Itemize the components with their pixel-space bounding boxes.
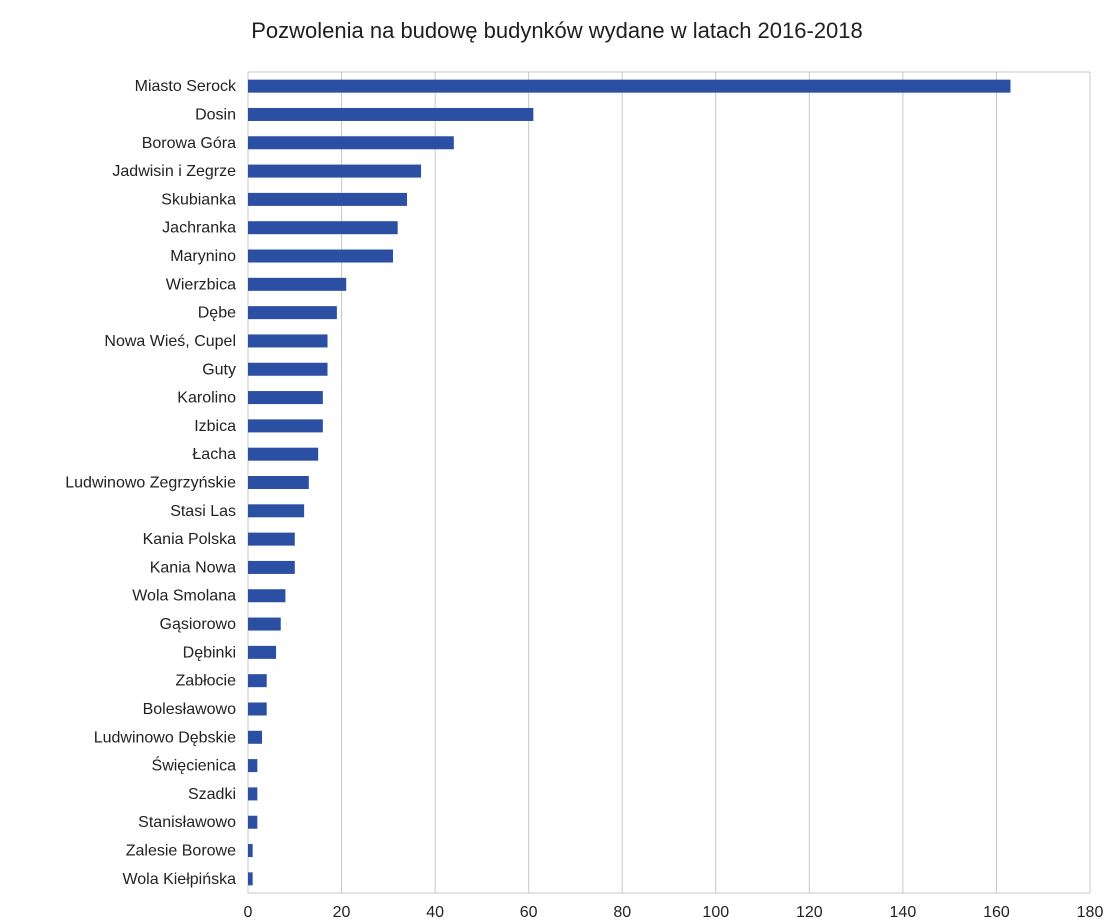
category-label: Karolino bbox=[177, 390, 236, 407]
bar bbox=[248, 759, 258, 773]
category-label: Ludwinowo Dębskie bbox=[94, 729, 236, 746]
bar bbox=[248, 844, 253, 858]
category-labels: Miasto Serock Dosin Borowa Góra Jadwisin i … bbox=[65, 78, 237, 888]
category-label: Stasi Las bbox=[170, 503, 236, 520]
bar bbox=[248, 164, 422, 178]
category-label: Ludwinowo Zegrzyńskie bbox=[65, 475, 236, 492]
bar bbox=[248, 447, 319, 461]
category-label: Izbica bbox=[194, 418, 236, 435]
x-tick-label: 160 bbox=[983, 904, 1010, 921]
category-label: Gąsiorowo bbox=[160, 616, 237, 633]
bar bbox=[248, 872, 253, 886]
bar bbox=[248, 79, 1011, 93]
bar bbox=[248, 362, 328, 376]
bar bbox=[248, 277, 347, 291]
category-label: Kania Nowa bbox=[150, 559, 236, 576]
x-tick-label: 80 bbox=[613, 904, 631, 921]
bar bbox=[248, 334, 328, 348]
bar bbox=[248, 532, 295, 546]
category-label: Miasto Serock bbox=[135, 78, 237, 95]
category-label: Jachranka bbox=[162, 220, 236, 237]
bar bbox=[248, 787, 258, 801]
bar bbox=[248, 476, 309, 489]
x-tick-label: 0 bbox=[244, 904, 253, 921]
bar bbox=[248, 391, 323, 405]
bar bbox=[248, 249, 394, 263]
bar bbox=[248, 504, 305, 518]
x-tick-label: 180 bbox=[1077, 904, 1104, 921]
category-label: Guty bbox=[202, 361, 236, 378]
bar bbox=[248, 306, 337, 320]
category-label: Łacha bbox=[192, 446, 236, 463]
category-label: Dębinki bbox=[183, 644, 236, 661]
bar bbox=[248, 136, 454, 150]
category-label: Zalesie Borowe bbox=[126, 843, 236, 860]
bar bbox=[248, 730, 263, 744]
x-tick-label: 20 bbox=[333, 904, 351, 921]
gridlines bbox=[247, 71, 1091, 894]
category-label: Borowa Góra bbox=[142, 135, 236, 152]
category-label: Jadwisin i Zegrze bbox=[112, 163, 236, 180]
category-label: Szadki bbox=[188, 786, 236, 803]
x-tick-label: 40 bbox=[426, 904, 444, 921]
category-label: Zabłocie bbox=[176, 673, 237, 690]
category-label: Dosin bbox=[195, 106, 236, 123]
category-label: Wola Smolana bbox=[132, 588, 236, 605]
x-tick-label: 120 bbox=[796, 904, 823, 921]
bar bbox=[248, 419, 323, 433]
category-label: Kania Polska bbox=[143, 531, 236, 548]
category-label: Skubianka bbox=[161, 191, 236, 208]
bars bbox=[248, 79, 1011, 886]
bar bbox=[248, 815, 258, 829]
x-tick-label: 100 bbox=[702, 904, 729, 921]
bar bbox=[248, 221, 398, 235]
x-axis-tick-labels: 0 20 40 60 80 100 120 140 160 180 bbox=[244, 904, 1104, 921]
bar bbox=[248, 674, 267, 688]
bar bbox=[248, 645, 277, 659]
bar bbox=[248, 560, 295, 574]
x-tick-label: 140 bbox=[890, 904, 917, 921]
category-label: Marynino bbox=[170, 248, 236, 265]
bar bbox=[248, 702, 267, 716]
x-tick-label: 60 bbox=[520, 904, 538, 921]
bar bbox=[248, 589, 286, 603]
category-label: Stanisławowo bbox=[138, 814, 236, 831]
bar bbox=[248, 192, 408, 206]
category-label: Bolesławowo bbox=[143, 701, 236, 718]
category-label: Dębe bbox=[198, 305, 236, 322]
bar bbox=[248, 617, 281, 631]
chart-title: Pozwolenia na budowę budynków wydane w l… bbox=[251, 18, 863, 43]
category-label: Święcienica bbox=[152, 756, 237, 775]
category-label: Nowa Wieś, Cupel bbox=[104, 333, 236, 350]
category-label: Wierzbica bbox=[166, 276, 236, 293]
bar bbox=[248, 107, 534, 121]
category-label: Wola Kiełpińska bbox=[122, 871, 236, 888]
